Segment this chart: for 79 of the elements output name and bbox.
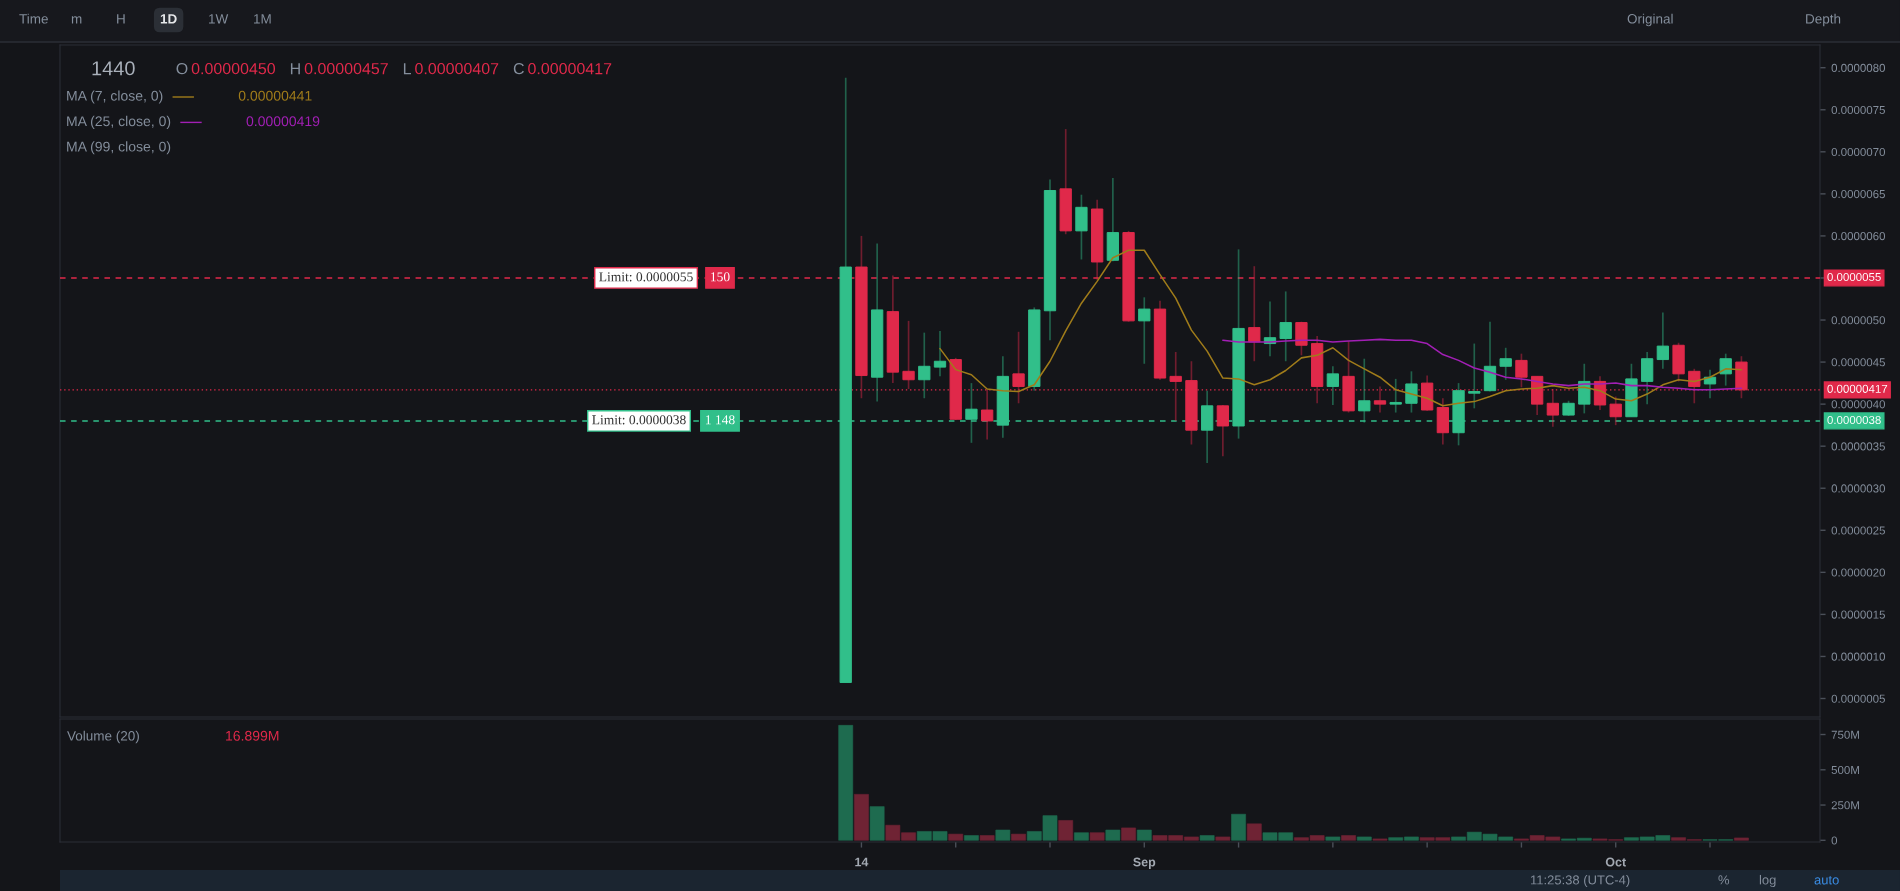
bar (1058, 820, 1074, 841)
y-tick-label: 0.0000080 (1831, 63, 1886, 72)
annotation: 1 148 (706, 415, 735, 425)
bar (979, 835, 995, 841)
legend-label: MA (7, close, 0) (67, 90, 163, 104)
bar (869, 806, 885, 841)
y-tick-label: 0.0000005 (1831, 694, 1885, 703)
y-tick-label: 0.0000030 (1831, 484, 1886, 493)
bar (964, 835, 979, 841)
annotation: C (513, 62, 524, 75)
legend-label: MA (25, close, 0) (67, 115, 171, 129)
y-tick-label: 0.0000025 (1831, 526, 1885, 535)
annotation: 0.00000407 (415, 62, 499, 75)
y-tick-label: 0.0000060 (1831, 232, 1886, 241)
text: H (117, 14, 125, 24)
text: 11:25:38 (UTC-4) (1530, 874, 1630, 888)
bar (854, 794, 869, 841)
bar (1341, 835, 1356, 841)
y-tick-label: 0.0000065 (1831, 190, 1885, 199)
bar (1121, 827, 1136, 841)
bar (1215, 836, 1231, 841)
text: Depth (1806, 13, 1841, 27)
bar (1089, 832, 1105, 841)
annotation: 150 (711, 272, 730, 282)
text: m (71, 16, 82, 24)
text: 1440 (92, 61, 135, 76)
bar (1231, 813, 1246, 841)
y-tick-label: 0.0000040 (1831, 400, 1886, 409)
text: Original (1627, 13, 1673, 27)
bar (1011, 833, 1026, 841)
text: Time (19, 13, 48, 24)
x-tick-label: Oct (1605, 857, 1626, 867)
x-tick-label: 14 (855, 857, 869, 867)
bar (1074, 832, 1089, 841)
text: 1M (254, 14, 271, 24)
annotation: O (176, 62, 188, 75)
y-tick-label: 250M (1831, 801, 1859, 810)
annotation: L (403, 63, 411, 75)
bar (1199, 835, 1215, 841)
annotation: 0.00000441 (238, 90, 312, 101)
ref-line-label: Limit: 0.0000038 (592, 415, 686, 425)
y-tick-label: 750M (1831, 730, 1859, 739)
y-tick-label: 0 (1831, 836, 1838, 845)
bar (1136, 829, 1152, 841)
annotation: 0.00000419 (246, 116, 320, 127)
bar (948, 833, 964, 841)
text: 0.00000417 (1827, 384, 1888, 393)
text: 1W (209, 14, 229, 24)
text: 0.0000038 (1827, 415, 1881, 425)
x-tick-label: Sep (1133, 857, 1156, 869)
bar (1356, 836, 1372, 841)
y-tick-label: 0.0000020 (1831, 568, 1886, 577)
y-tick-label: 0.0000010 (1831, 652, 1886, 661)
text: Volume (20) (67, 730, 139, 744)
annotation: 0.00000457 (304, 62, 388, 75)
text: log (1759, 874, 1776, 888)
y-tick-label: 0.0000045 (1831, 358, 1885, 367)
bar (1105, 829, 1121, 841)
bar (1246, 823, 1262, 841)
text: % (1718, 875, 1730, 885)
text: 1D (160, 14, 177, 24)
y-tick-label: 0.0000050 (1831, 316, 1886, 325)
annotation: MA (99, close, 0) (67, 141, 171, 155)
y-tick-label: 0.0000015 (1831, 610, 1885, 619)
text: auto (1814, 875, 1839, 885)
bar (1734, 837, 1749, 841)
bar (1325, 836, 1341, 841)
ref-line-label: Limit: 0.0000055 (599, 272, 693, 282)
annotation: 0.00000417 (528, 62, 612, 75)
annotation: 16.899M (226, 730, 279, 741)
annotation: H (290, 63, 300, 75)
annotation: 0.00000450 (191, 62, 276, 75)
text: 0.0000055 (1827, 272, 1881, 282)
y-tick-label: 0.0000075 (1831, 105, 1885, 115)
y-tick-label: 500M (1831, 765, 1859, 775)
bar (838, 725, 854, 841)
y-tick-label: 0.0000035 (1831, 442, 1885, 451)
bar (995, 829, 1011, 841)
y-tick-label: 0.0000070 (1831, 147, 1886, 157)
